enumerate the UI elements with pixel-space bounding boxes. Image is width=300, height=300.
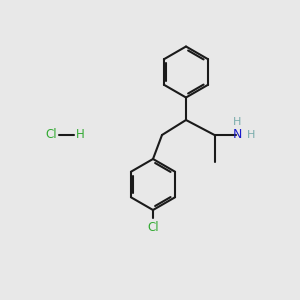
Text: H: H: [247, 130, 256, 140]
Text: H: H: [76, 128, 84, 142]
Text: Cl: Cl: [147, 221, 159, 234]
Text: H: H: [233, 117, 241, 128]
Text: N: N: [232, 128, 242, 142]
Text: Cl: Cl: [45, 128, 57, 142]
